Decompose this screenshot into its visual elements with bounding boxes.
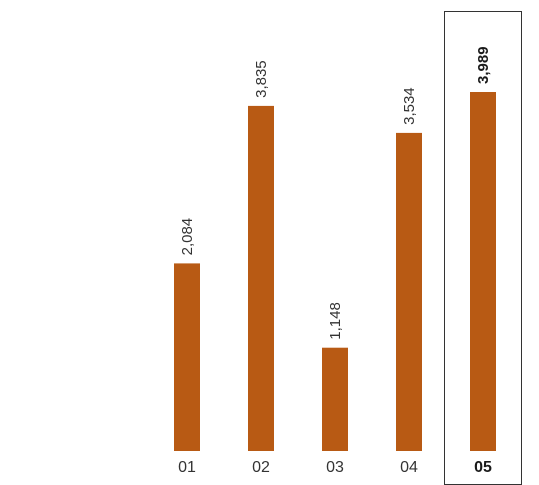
bar-02 (248, 105, 274, 452)
tick-label-05: 05 (474, 459, 492, 476)
tick-labels-layer: 01 02 03 04 05 (178, 459, 492, 476)
bar-04 (396, 132, 422, 451)
tick-label-03: 03 (326, 459, 344, 476)
value-label-03: 1,148 (327, 302, 344, 340)
value-label-04: 3,534 (401, 87, 418, 125)
value-label-02: 3,835 (253, 60, 270, 98)
value-labels-layer: 2,084 3,835 1,148 3,534 3,989 (179, 46, 492, 339)
value-label-05: 3,989 (475, 46, 492, 84)
bar-05 (470, 92, 496, 451)
value-label-01: 2,084 (179, 218, 196, 256)
bar-01 (174, 263, 200, 451)
tick-label-01: 01 (178, 459, 196, 476)
tick-label-02: 02 (252, 459, 270, 476)
tick-label-04: 04 (400, 459, 418, 476)
bar-03 (322, 347, 348, 451)
bars-layer (174, 92, 496, 452)
